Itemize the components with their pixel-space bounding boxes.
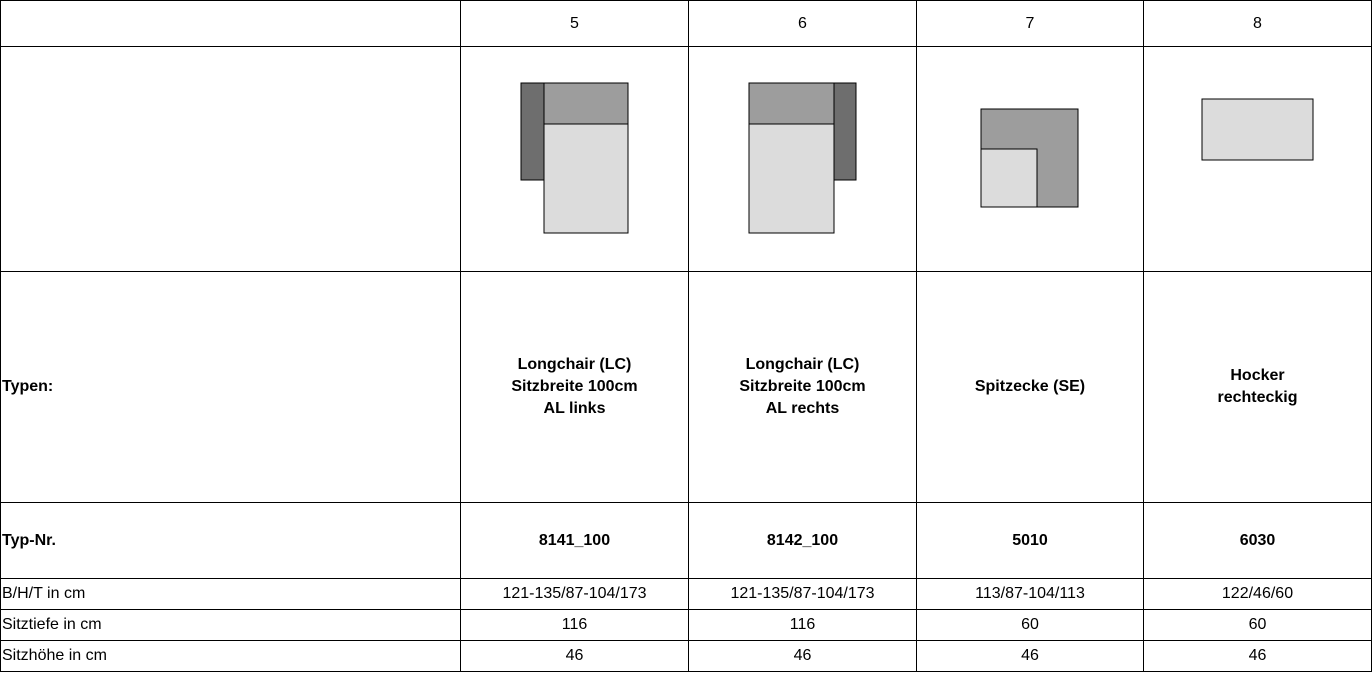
armrest-shape [520,82,544,181]
type-number-label: Typ-Nr. [0,502,461,579]
empty-header-cell [0,0,461,47]
seat-height-value: 46 [1143,640,1372,672]
type-number: 8141_100 [460,502,689,579]
dimensions-value: 113/87-104/113 [916,578,1144,610]
seat-height-row: Sitzhöhe in cm 46 46 46 46 [0,640,1372,672]
seat-shape [748,123,834,234]
diagram-row [0,46,1372,272]
diagram-cell [1143,46,1372,272]
type-description: Longchair (LC) Sitzbreite 100cm AL links [460,271,689,503]
seat-height-value: 46 [688,640,917,672]
stool-shape [1201,98,1313,161]
type-description: Longchair (LC) Sitzbreite 100cm AL recht… [688,271,917,503]
seat-height-value: 46 [460,640,689,672]
type-line: AL rechts [765,400,840,417]
type-line: Longchair (LC) [745,356,860,373]
seat-depth-value: 116 [460,609,689,641]
dimensions-label: B/H/T in cm [0,578,461,610]
seat-height-value: 46 [916,640,1144,672]
types-label: Typen: [0,271,461,503]
seat-depth-value: 60 [1143,609,1372,641]
diagram-cell [460,46,689,272]
type-number: 5010 [916,502,1144,579]
empty-diagram-label-cell [0,46,461,272]
type-line: AL links [543,400,606,417]
column-number: 6 [688,0,917,47]
seat-depth-row: Sitztiefe in cm 116 116 60 60 [0,609,1372,641]
types-row: Typen: Longchair (LC) Sitzbreite 100cm A… [0,271,1372,503]
armrest-shape [833,82,856,181]
seat-shape [980,148,1038,208]
type-line: Sitzbreite 100cm [511,378,638,395]
corner-diagram [980,108,1079,208]
type-number: 8142_100 [688,502,917,579]
diagram-cell [916,46,1144,272]
dimensions-row: B/H/T in cm 121-135/87-104/173 121-135/8… [0,578,1372,610]
seat-depth-value: 116 [688,609,917,641]
type-line: Spitzecke (SE) [974,378,1086,395]
type-line: Longchair (LC) [517,356,632,373]
dimensions-value: 121-135/87-104/173 [688,578,917,610]
column-number: 8 [1143,0,1372,47]
type-number-row: Typ-Nr. 8141_100 8142_100 5010 6030 [0,502,1372,579]
seat-height-label: Sitzhöhe in cm [0,640,461,672]
longchair-left-diagram [520,82,628,234]
column-number: 7 [916,0,1144,47]
number-row: 5 6 7 8 [0,0,1372,47]
type-line: rechteckig [1217,389,1298,406]
dimensions-value: 121-135/87-104/173 [460,578,689,610]
type-line: Hocker [1230,367,1285,384]
type-number: 6030 [1143,502,1372,579]
column-number: 5 [460,0,689,47]
type-line: Sitzbreite 100cm [739,378,866,395]
backrest-shape [748,82,834,125]
seat-shape [543,123,628,234]
type-description: Hocker rechteckig [1143,271,1372,503]
dimensions-value: 122/46/60 [1143,578,1372,610]
diagram-cell [688,46,917,272]
type-description: Spitzecke (SE) [916,271,1144,503]
backrest-shape [543,82,628,125]
longchair-right-diagram [748,82,856,234]
seat-depth-value: 60 [916,609,1144,641]
seat-depth-label: Sitztiefe in cm [0,609,461,641]
stool-diagram [1201,98,1313,161]
